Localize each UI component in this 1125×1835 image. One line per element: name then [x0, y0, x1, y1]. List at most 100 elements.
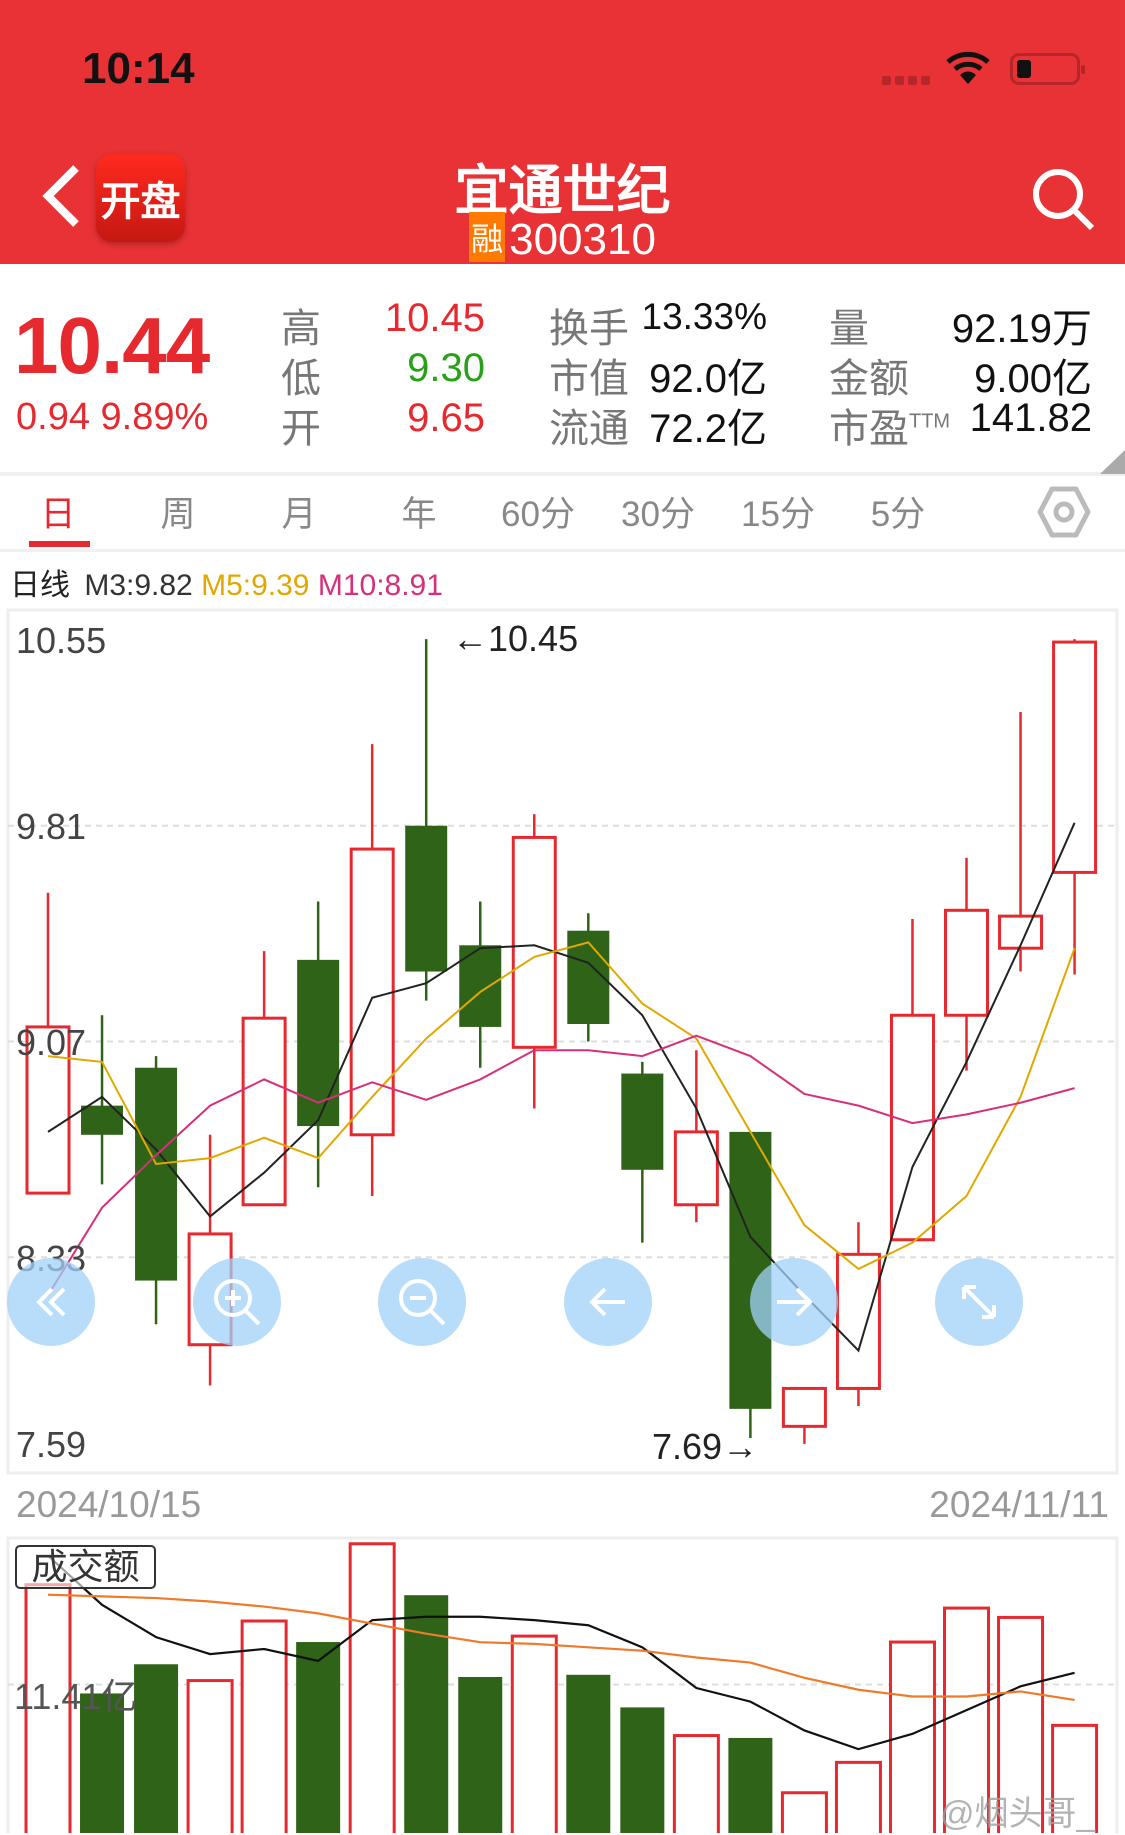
high-annotation: ←10.45: [452, 618, 579, 659]
pe-ttm-sup: TTM: [909, 410, 951, 433]
volume-bar: [780, 1791, 828, 1833]
volume-bar: [296, 1642, 341, 1833]
volume-bar: [458, 1677, 503, 1833]
margin-badge: 融: [469, 212, 506, 262]
current-price: 10.44: [14, 301, 210, 390]
high-value: 10.45: [384, 296, 485, 340]
mcap-value: 92.0亿: [649, 357, 767, 401]
divider: [0, 549, 1125, 552]
volume-bar: [834, 1760, 882, 1833]
volume-bar: [566, 1674, 611, 1833]
battery-icon: [1010, 53, 1085, 85]
candle-body: [241, 1016, 287, 1207]
mcap-label: 市值: [549, 357, 629, 401]
volume-bar: [672, 1734, 720, 1833]
candle-body: [944, 908, 990, 1017]
open-value: 9.65: [407, 396, 485, 440]
zoom-in-button[interactable]: [193, 1258, 281, 1346]
app-logo-button[interactable]: 开盘: [96, 154, 185, 242]
low-annotation: 7.69→: [652, 1426, 759, 1467]
candle-body: [135, 1067, 178, 1281]
candle-body: [998, 914, 1044, 950]
tab-30min[interactable]: 30分: [621, 495, 695, 534]
volume-ma1-line: [47, 1554, 1075, 1751]
low-value: 9.30: [407, 346, 485, 390]
volume-bar: [134, 1664, 179, 1833]
watermark: @烟头哥_: [940, 1795, 1096, 1833]
candle-body: [835, 1252, 881, 1390]
ma3-line: [47, 822, 1076, 1353]
tab-week[interactable]: 周: [160, 495, 196, 534]
ma-legend: 日线 M3:9.82 M5:9.39 M10:8.91: [10, 560, 443, 604]
y-tick-label: 10.55: [16, 620, 107, 661]
header-bar: [0, 0, 1125, 264]
volume-panel-frame: [6, 1536, 1119, 1833]
tab-15min[interactable]: 15分: [741, 495, 815, 534]
ma5-line: [47, 941, 1076, 1271]
active-tab-indicator: [29, 541, 90, 547]
scroll-start-button[interactable]: [7, 1258, 95, 1346]
period-label: 日线: [10, 569, 70, 602]
volume-y-tick: 11.41亿: [14, 1676, 138, 1717]
amount-label: 金额: [829, 357, 909, 401]
turnover-value: 13.33%: [641, 296, 768, 337]
candle-body: [349, 847, 395, 1137]
change-percent: 9.89%: [100, 396, 209, 438]
settings-icon[interactable]: [1036, 484, 1092, 540]
volume-bar: [728, 1737, 773, 1833]
volume-bar: [510, 1634, 558, 1833]
candle-body: [511, 835, 557, 1049]
end-date: 2024/11/11: [929, 1484, 1109, 1525]
arrow-left-icon: [589, 1287, 625, 1317]
status-time: 10:14: [82, 44, 195, 93]
low-label: 低: [281, 357, 321, 401]
ma5-label: M5:9.39: [201, 569, 310, 602]
pe-label: 市盈TTM: [829, 407, 951, 451]
candle-body: [405, 825, 448, 972]
volume-bar: [943, 1606, 991, 1833]
y-tick-label: 9.81: [16, 806, 87, 847]
double-left-icon: [36, 1287, 66, 1317]
candle-body: [621, 1073, 664, 1170]
open-label: 开: [281, 407, 321, 451]
expand-corner-icon[interactable]: [1100, 450, 1125, 474]
volume-indicator-selector[interactable]: 成交额: [15, 1545, 156, 1589]
change-amount: 0.94: [16, 396, 90, 438]
scroll-left-button[interactable]: [564, 1258, 652, 1346]
y-tick-label: 9.07: [16, 1022, 87, 1063]
tab-month[interactable]: 月: [281, 495, 317, 534]
candle-body: [889, 1013, 935, 1242]
stock-code-text: 300310: [509, 215, 656, 264]
volume-bar: [620, 1707, 665, 1833]
ma10-line: [47, 1034, 1075, 1296]
fullscreen-button[interactable]: [935, 1258, 1023, 1346]
volume-bar: [348, 1542, 396, 1833]
tab-day[interactable]: 日: [40, 495, 76, 534]
back-chevron-icon[interactable]: [38, 164, 86, 228]
volume-bar: [997, 1615, 1045, 1833]
volume-bar: [24, 1583, 72, 1833]
volume-ma2-line: [47, 1593, 1075, 1702]
candle-body: [459, 945, 502, 1027]
y-tick-label: 7.59: [16, 1424, 87, 1465]
volume-value: 92.19万: [951, 307, 1092, 351]
tab-year[interactable]: 年: [401, 495, 437, 534]
wifi-icon: [946, 51, 990, 84]
candle-body: [1052, 640, 1098, 874]
tab-60min[interactable]: 60分: [501, 495, 575, 534]
search-icon[interactable]: [1028, 164, 1098, 234]
high-label: 高: [281, 307, 321, 351]
arrow-right-icon: [777, 1287, 813, 1317]
volume-bar: [186, 1679, 234, 1833]
stock-code: 融 300310: [0, 212, 1125, 265]
price-change: 0.94 9.89%: [16, 396, 208, 439]
volume-label: 量: [829, 307, 869, 351]
start-date: 2024/10/15: [16, 1484, 202, 1525]
scroll-right-button[interactable]: [750, 1258, 838, 1346]
volume-bar: [80, 1693, 125, 1833]
tab-5min[interactable]: 5分: [870, 495, 926, 534]
expand-icon: [962, 1285, 996, 1319]
volume-bar: [1051, 1723, 1099, 1833]
zoom-out-button[interactable]: [378, 1258, 466, 1346]
